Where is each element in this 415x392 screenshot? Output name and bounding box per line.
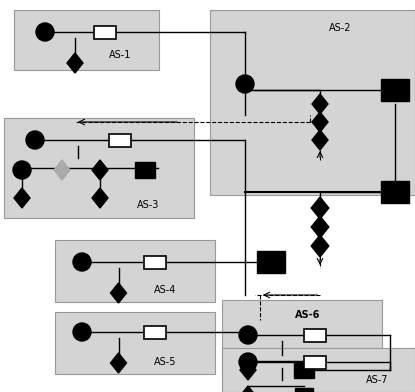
Polygon shape	[312, 112, 328, 132]
Bar	[381, 181, 409, 203]
Bar	[135, 162, 155, 178]
Text: AS-1: AS-1	[109, 50, 131, 60]
FancyBboxPatch shape	[4, 118, 194, 218]
Polygon shape	[92, 188, 108, 208]
Circle shape	[36, 23, 54, 41]
Bar	[109, 134, 131, 147]
Polygon shape	[241, 386, 255, 392]
Text: AS-7: AS-7	[366, 375, 388, 385]
Circle shape	[239, 353, 257, 371]
Bar	[295, 388, 313, 392]
Text: AS-4: AS-4	[154, 285, 176, 295]
Polygon shape	[312, 94, 328, 114]
Bar	[381, 79, 409, 101]
Circle shape	[236, 75, 254, 93]
Text: AS-3: AS-3	[137, 200, 159, 210]
Polygon shape	[54, 160, 70, 180]
Text: AS-6: AS-6	[295, 310, 321, 320]
Polygon shape	[311, 235, 329, 257]
Bar	[144, 256, 166, 269]
FancyBboxPatch shape	[210, 10, 415, 195]
Polygon shape	[92, 160, 108, 180]
Circle shape	[13, 161, 31, 179]
Polygon shape	[240, 360, 256, 380]
Text: AS-2: AS-2	[329, 23, 351, 33]
Polygon shape	[311, 216, 329, 238]
FancyBboxPatch shape	[14, 10, 159, 70]
Bar	[144, 325, 166, 339]
Circle shape	[73, 323, 91, 341]
Bar	[257, 251, 285, 273]
Polygon shape	[110, 353, 127, 373]
Circle shape	[239, 326, 257, 344]
FancyBboxPatch shape	[55, 240, 215, 302]
Bar	[94, 25, 116, 38]
Bar	[304, 356, 326, 368]
Polygon shape	[67, 53, 83, 73]
Circle shape	[26, 131, 44, 149]
Polygon shape	[14, 188, 30, 208]
Bar	[294, 362, 314, 378]
Text: AS-5: AS-5	[154, 357, 176, 367]
Circle shape	[73, 253, 91, 271]
Bar	[304, 328, 326, 341]
FancyBboxPatch shape	[55, 312, 215, 374]
Polygon shape	[312, 130, 328, 150]
Polygon shape	[110, 283, 127, 303]
Polygon shape	[311, 197, 329, 219]
FancyBboxPatch shape	[222, 348, 415, 392]
FancyBboxPatch shape	[222, 300, 382, 372]
